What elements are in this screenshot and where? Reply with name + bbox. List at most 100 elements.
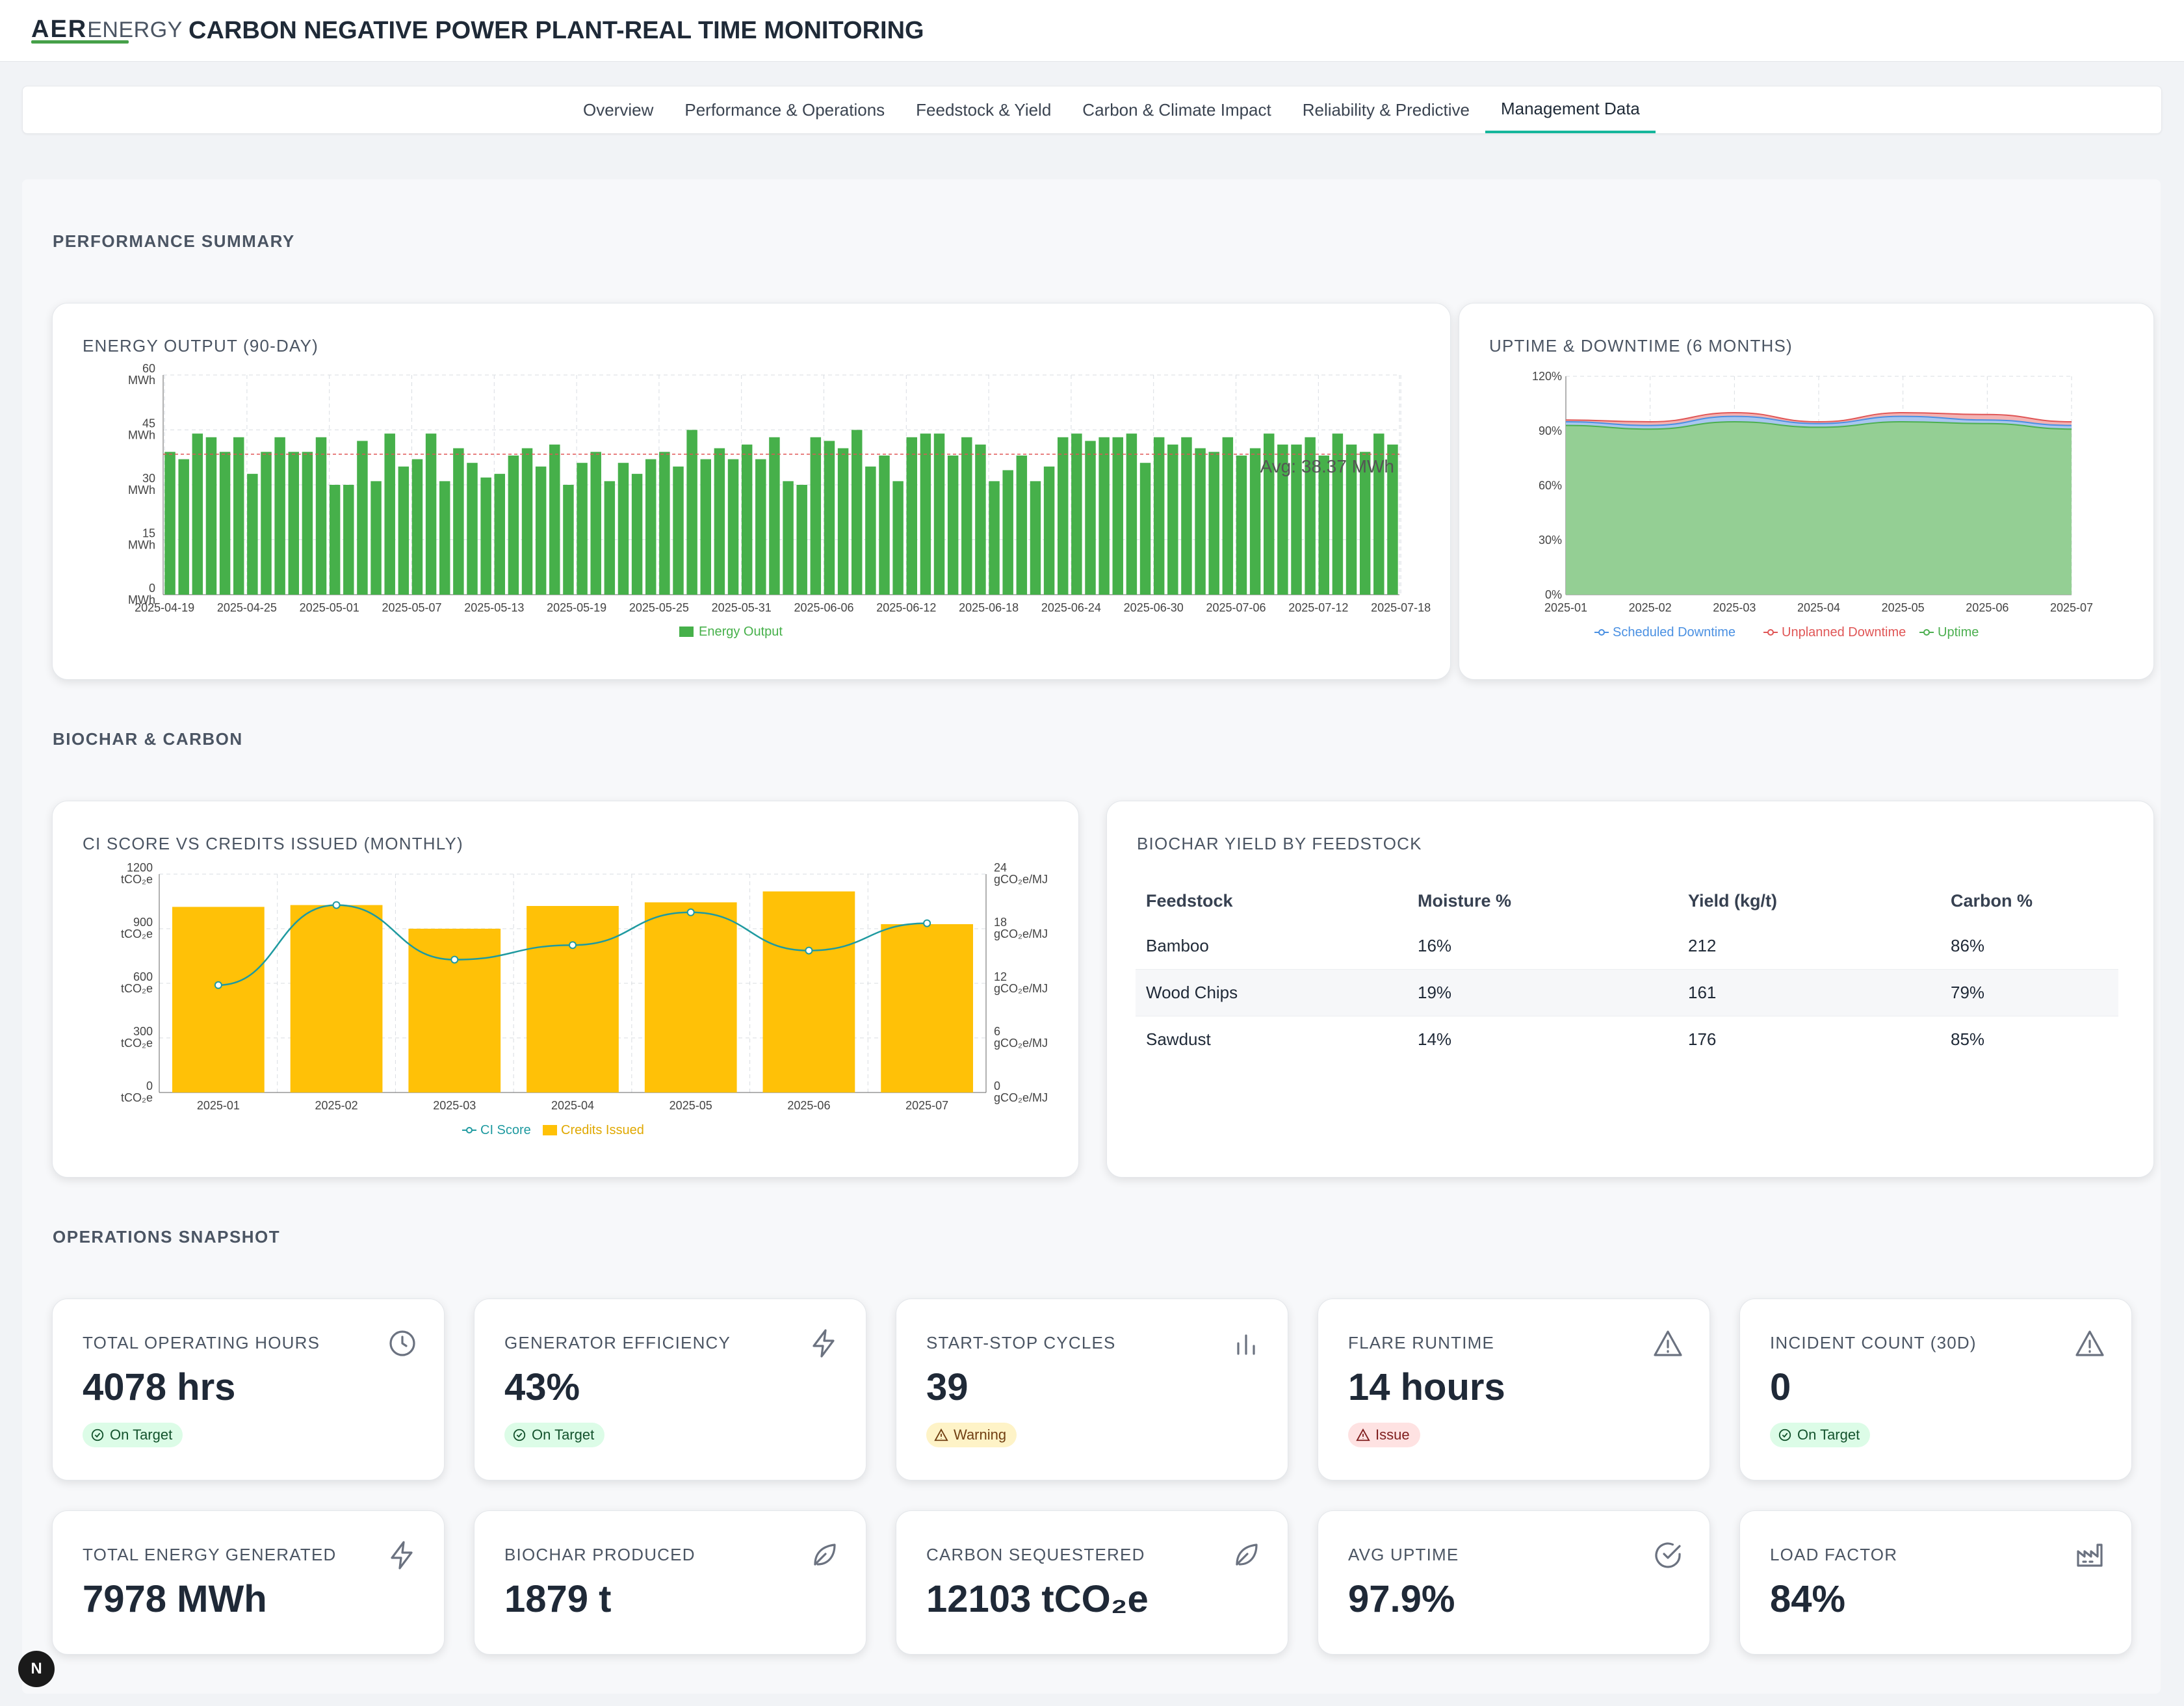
y-tick-unit-left: tCO₂e: [121, 1037, 153, 1050]
app-header: AERENERGY CARBON NEGATIVE POWER PLANT-RE…: [0, 0, 2184, 62]
warning-triangle-icon: [1356, 1428, 1370, 1441]
x-tick-label: 2025-05-07: [382, 601, 441, 614]
energy-bar: [1071, 433, 1082, 595]
kpi-value: 97.9%: [1348, 1578, 1455, 1620]
y-tick-label: 60%: [1539, 479, 1562, 492]
energy-bar: [274, 437, 285, 595]
energy-bar: [343, 485, 354, 595]
energy-bar: [521, 448, 533, 595]
x-tick-label: 2025-06-12: [876, 601, 936, 614]
tab-overview[interactable]: Overview: [583, 100, 654, 120]
energy-bar: [755, 459, 766, 595]
ci-credits-chart: 0tCO₂e300tCO₂e600tCO₂e900tCO₂e1200tCO₂e0…: [121, 861, 1048, 1137]
legend-label: Unplanned Downtime: [1782, 625, 1906, 640]
energy-bar: [796, 485, 807, 595]
kpi-title: BIOCHAR PRODUCED: [504, 1545, 696, 1564]
logo-sub: ENERGY: [87, 18, 183, 42]
energy-bar: [1222, 437, 1234, 595]
section-title-operations: OPERATIONS SNAPSHOT: [53, 1227, 281, 1247]
kpi-value: 7978 MWh: [83, 1578, 267, 1620]
tab-reliability-predictive[interactable]: Reliability & Predictive: [1302, 100, 1470, 120]
y-tick-unit-right: gCO₂e/MJ: [994, 927, 1048, 940]
x-tick-label: 2025-07: [2050, 601, 2093, 614]
x-tick-label: 2025-03: [1713, 601, 1756, 614]
tab-management-data[interactable]: Management Data: [1485, 86, 1656, 133]
table-cell: 14%: [1407, 1016, 1678, 1063]
uptime-chart: 0% 30% 60% 90% 120% 2025-01 2025-02 2025-03 2025…: [1532, 370, 2093, 640]
y-tick-label-left: 900: [133, 916, 153, 929]
x-tick-label: 2025-03: [433, 1099, 476, 1112]
kpi-title: TOTAL OPERATING HOURS: [83, 1333, 320, 1352]
leaf-icon: [814, 1544, 836, 1566]
energy-bar: [467, 463, 478, 595]
tab-list: Overview Performance & Operations Feedstoc…: [567, 86, 1656, 133]
company-logo[interactable]: AERENERGY: [31, 16, 182, 44]
energy-bar: [1153, 437, 1165, 595]
x-tick-label: 2025-04: [1797, 601, 1840, 614]
ci-score-point: [450, 955, 459, 964]
legend-swatch-credits: [543, 1125, 557, 1135]
y-tick-unit: MWh: [128, 429, 155, 442]
energy-bar: [1181, 437, 1192, 595]
x-tick-label: 2025-05-25: [629, 601, 689, 614]
energy-bar: [1249, 448, 1261, 595]
kpi-value: 12103 tCO₂e: [926, 1578, 1149, 1620]
energy-bar: [618, 463, 629, 595]
table-cell: 212: [1688, 936, 1717, 955]
credits-bar: [526, 906, 619, 1092]
y-tick-unit: MWh: [128, 539, 155, 552]
energy-bar: [837, 448, 849, 595]
energy-bar: [1195, 448, 1206, 595]
energy-bar: [892, 481, 904, 595]
energy-bar: [192, 433, 203, 595]
energy-bar: [288, 452, 300, 595]
x-tick-label: 2025-02: [315, 1099, 358, 1112]
table-cell: Wood Chips: [1136, 969, 1407, 1016]
y-tick-label: 30%: [1539, 534, 1562, 547]
tab-feedstock-yield[interactable]: Feedstock & Yield: [916, 100, 1052, 120]
energy-bar: [577, 463, 588, 595]
y-tick-label: 90%: [1539, 424, 1562, 437]
kpi-card-load-factor: LOAD FACTOR 84%: [1739, 1510, 2132, 1655]
table-cell: Bamboo: [1146, 936, 1209, 955]
credits-bar: [644, 902, 737, 1092]
credits-bar: [762, 891, 855, 1092]
legend-label-ci: CI Score: [480, 1123, 531, 1137]
legend-marker: [1598, 629, 1605, 636]
dev-tools-button[interactable]: N: [18, 1651, 55, 1687]
ci-credits-card: CI SCORE VS CREDITS ISSUED (MONTHLY) 0 tC…: [52, 801, 1079, 1178]
kpi-card-total-energy-generated: TOTAL ENERGY GENERATED 7978 MWh: [52, 1510, 445, 1655]
y-tick-label: 45: [142, 417, 155, 430]
energy-bar: [398, 466, 410, 595]
ci-score-point: [686, 908, 695, 916]
energy-bar: [1002, 470, 1013, 595]
warning-triangle-icon: [1654, 1330, 1682, 1356]
x-tick-label: 2025-06: [787, 1099, 830, 1112]
section-title-biochar: BIOCHAR & CARBON: [53, 729, 243, 749]
energy-bar: [1126, 433, 1138, 595]
energy-bar: [975, 445, 986, 595]
x-tick-label: 2025-06-06: [794, 601, 853, 614]
tab-performance-operations[interactable]: Performance & Operations: [684, 100, 885, 120]
status-badge: On Target: [83, 1423, 183, 1447]
area-uptime: [1566, 422, 2072, 595]
y-tick-unit-left: tCO₂e: [121, 927, 153, 940]
y-tick-unit-right: gCO₂e/MJ: [994, 1037, 1048, 1050]
x-tick-label: 2025-06: [1966, 601, 2008, 614]
uptime-card: UPTIME & DOWNTIME (6 MONTHS) 0% 30% 60% 90%…: [1459, 303, 2154, 680]
check-circle-icon: [91, 1428, 104, 1441]
table-header: Yield (kg/t): [1688, 891, 1778, 911]
energy-bar: [370, 481, 382, 595]
x-tick-label: 2025-04-25: [217, 601, 277, 614]
y-tick-unit-right: gCO₂e/MJ: [994, 873, 1048, 886]
tab-carbon-climate-impact[interactable]: Carbon & Climate Impact: [1082, 100, 1271, 120]
dashboard-content: PERFORMANCE SUMMARY ENERGY OUTPUT (90-DA…: [22, 179, 2161, 1694]
average-label: Avg: 38.37 MWh: [1260, 456, 1394, 476]
y-tick-label: 30: [142, 472, 155, 485]
energy-bar: [411, 459, 423, 595]
kpi-value: 1879 t: [504, 1578, 612, 1620]
energy-bar: [205, 437, 217, 595]
kpi-value: 39: [926, 1366, 968, 1408]
energy-bar: [727, 459, 739, 595]
legend-label-energy: Energy Output: [699, 625, 783, 639]
